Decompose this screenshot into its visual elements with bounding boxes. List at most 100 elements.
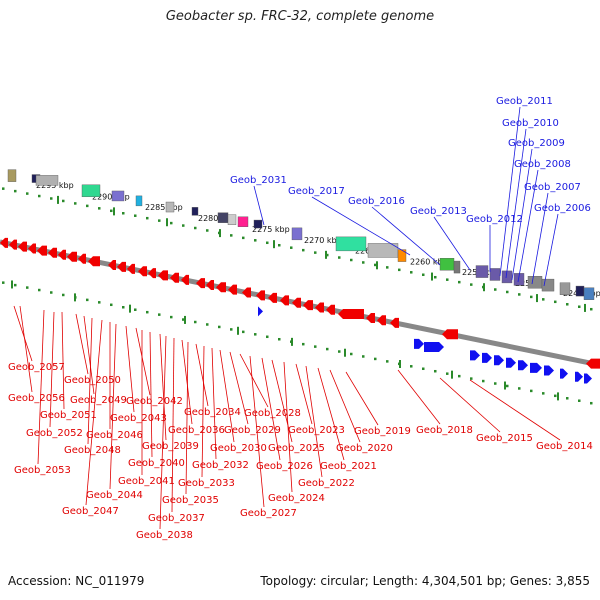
scale-dot-upper — [2, 187, 5, 190]
forward-gene — [518, 360, 528, 371]
scale-major-tick-lower — [237, 326, 239, 335]
reverse-gene — [315, 302, 324, 313]
scale-dot-lower — [206, 323, 209, 326]
scale-dot-lower — [278, 337, 281, 341]
reverse-gene — [88, 256, 100, 267]
bottom-label-leader — [85, 319, 103, 506]
reverse-gene — [196, 278, 205, 289]
bottom-label-leader — [49, 311, 55, 428]
scale-dot-lower — [158, 313, 161, 316]
scale-major-tick-lower — [557, 392, 559, 401]
top-gene-label: Geob_2016 — [348, 196, 405, 207]
scale-dot-upper — [542, 298, 545, 301]
scale-dot-lower — [386, 360, 389, 363]
feature-block — [81, 184, 101, 198]
scale-dot-lower — [374, 357, 377, 361]
reverse-gene — [228, 284, 237, 295]
bottom-label-leader — [229, 351, 249, 425]
top-label-leader — [531, 192, 549, 285]
scale-dot-lower — [218, 325, 221, 329]
reverse-gene — [127, 263, 135, 274]
scale-dot-lower — [14, 283, 17, 287]
reverse-gene — [377, 315, 386, 326]
feature-block — [7, 169, 17, 182]
bottom-gene-label: Geob_2015 — [476, 433, 533, 444]
bottom-gene-label: Geob_2026 — [256, 461, 313, 472]
bottom-gene-label: Geob_2047 — [62, 506, 119, 517]
scale-dot-upper — [350, 258, 353, 262]
scale-major-tick — [431, 272, 433, 281]
feature-block — [335, 236, 367, 252]
bottom-gene-label: Geob_2034 — [184, 407, 241, 418]
scale-label: 2285 kbp — [145, 203, 183, 212]
top-label-leader — [511, 148, 533, 281]
bottom-gene-label: Geob_2041 — [118, 476, 175, 487]
bottom-label-leader — [83, 315, 95, 395]
scale-dot-lower — [182, 318, 185, 321]
scale-dot-upper — [458, 280, 461, 284]
scale-dot-lower — [350, 352, 353, 356]
bottom-label-leader — [13, 305, 33, 362]
scale-dot-lower — [590, 401, 593, 405]
scale-label: 2280 kbp — [198, 214, 236, 223]
scale-label: 2290 kbp — [92, 192, 130, 201]
feature-block — [559, 282, 571, 295]
scale-dot-lower — [470, 377, 473, 380]
feature-block — [237, 216, 249, 227]
top-gene-label: Geob_2007 — [524, 182, 581, 193]
scale-dot-upper — [110, 209, 113, 213]
bottom-label-leader — [159, 333, 167, 441]
scale-dot-upper — [50, 197, 53, 200]
scale-dot-lower — [38, 288, 41, 292]
scale-dot-lower — [518, 387, 521, 390]
bottom-gene-label: Geob_2053 — [14, 465, 71, 476]
bottom-gene-label: Geob_2044 — [86, 490, 143, 501]
bottom-label-leader — [261, 357, 281, 461]
scale-dot-lower — [566, 397, 569, 400]
bottom-gene-label: Geob_2014 — [536, 441, 593, 452]
scale-dot-upper — [134, 214, 137, 217]
bottom-label-leader — [469, 379, 561, 441]
feature-block — [583, 287, 595, 300]
bottom-label-leader — [135, 327, 151, 396]
feature-block — [191, 207, 199, 216]
scale-dot-upper — [170, 221, 173, 225]
reverse-gene — [280, 295, 289, 306]
scale-major-tick-lower — [291, 337, 293, 346]
bottom-gene-label: Geob_2049 — [70, 395, 127, 406]
scale-dot-upper — [314, 251, 317, 254]
scale-dot-lower — [362, 355, 365, 358]
scale-label: 2275 kbp — [252, 225, 290, 234]
scale-dot-lower — [422, 367, 425, 371]
bottom-gene-label: Geob_2025 — [268, 443, 325, 454]
forward-gene — [494, 355, 504, 366]
scale-dot-lower — [302, 342, 305, 346]
bottom-label-leader — [75, 313, 89, 375]
map-title: Geobacter sp. FRC-32, complete genome — [165, 9, 435, 24]
top-gene-label: Geob_2010 — [502, 118, 559, 129]
top-label-leader — [311, 196, 411, 256]
scale-dot-upper — [302, 248, 305, 252]
feature-block — [165, 201, 175, 213]
scale-dot-upper — [194, 226, 197, 230]
scale-dot-lower — [542, 392, 545, 395]
scale-dot-upper — [266, 241, 269, 245]
bottom-label-leader — [185, 341, 189, 495]
feature-track — [0, 169, 600, 384]
scale-dot-lower — [446, 372, 449, 375]
scale-dot-lower — [506, 384, 509, 388]
bottom-label-leader — [159, 335, 167, 530]
scale-dot-lower — [86, 298, 89, 302]
scale-dot-lower — [254, 333, 257, 336]
scale-dot-upper — [98, 207, 101, 210]
bottom-label-leader — [211, 347, 217, 460]
bottom-label-leader — [109, 323, 117, 490]
reverse-gene — [586, 358, 600, 369]
scale-dot-upper — [86, 204, 89, 208]
scale-dot-lower — [314, 345, 317, 348]
scale-major-tick-lower — [184, 315, 186, 324]
reverse-gene — [170, 272, 179, 283]
feature-block — [111, 190, 125, 202]
scale-dot-upper — [74, 202, 77, 205]
bottom-gene-label: Geob_2021 — [320, 461, 377, 472]
